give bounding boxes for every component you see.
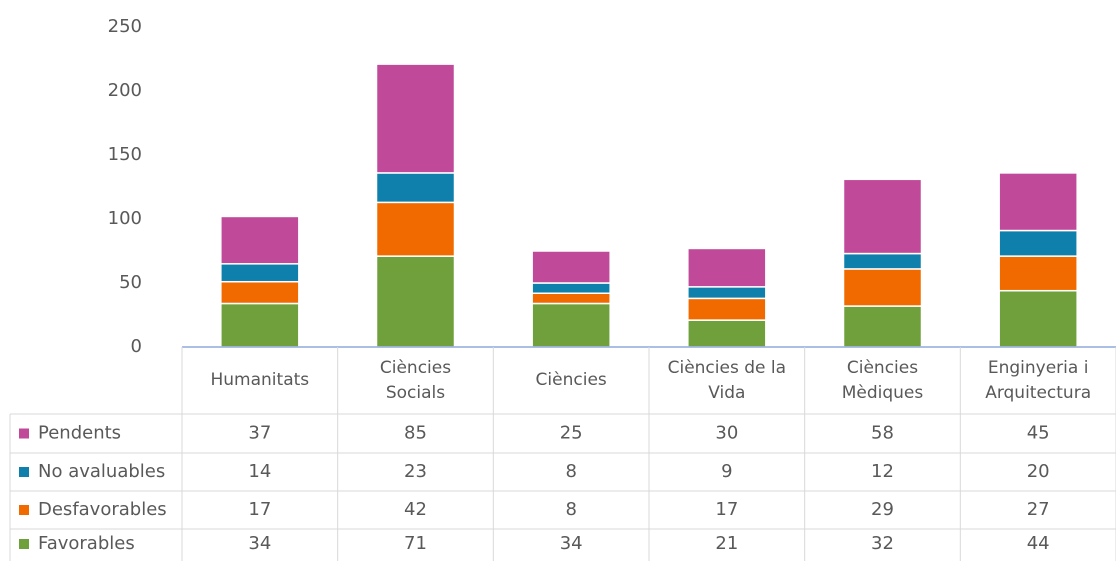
table-value: 14 — [248, 461, 271, 482]
legend-label: No avaluables — [38, 461, 165, 482]
bar-segment — [998, 289, 1078, 348]
legend-key — [19, 539, 29, 549]
bar-segment — [375, 201, 456, 257]
legend-key — [19, 428, 29, 439]
bar-segment — [687, 319, 767, 348]
bar-segment — [531, 292, 611, 305]
table-value: 44 — [1027, 533, 1050, 554]
table-value: 58 — [871, 423, 894, 444]
table-value: 12 — [871, 461, 894, 482]
x-tick-label: Ciències — [535, 370, 607, 390]
y-tick-label: 200 — [108, 80, 142, 101]
legend-label: Pendents — [38, 423, 121, 444]
table-value: 8 — [565, 499, 576, 520]
y-tick-label: 250 — [108, 16, 142, 37]
bar-segment — [375, 63, 456, 174]
table-value: 71 — [404, 533, 427, 554]
table-value: 25 — [560, 423, 583, 444]
legend-key — [19, 505, 29, 515]
table-value: 17 — [248, 499, 271, 520]
bar-segment — [531, 250, 611, 284]
y-tick-label: 100 — [108, 208, 142, 229]
y-tick-label: 0 — [131, 336, 142, 357]
table-value: 85 — [404, 423, 427, 444]
table-value: 34 — [560, 533, 583, 554]
bar-segment — [687, 247, 767, 288]
x-tick-label: Enginyeria i Arquitectura — [985, 357, 1092, 403]
bar-segment — [220, 215, 300, 265]
table-value: 32 — [871, 533, 894, 554]
legend-label: Favorables — [38, 533, 135, 554]
bar-segment — [842, 268, 923, 307]
table-value: 27 — [1027, 499, 1050, 520]
bar-segment — [842, 178, 923, 255]
bar-segment — [998, 172, 1078, 232]
bar-segment — [998, 229, 1078, 257]
bar-segment — [842, 305, 923, 348]
bar-segment — [531, 302, 611, 348]
table-value: 8 — [565, 461, 576, 482]
bar-segment — [220, 280, 300, 305]
table-value: 34 — [248, 533, 271, 554]
table-value: 45 — [1027, 423, 1050, 444]
x-tick-label: Ciències Mèdiques — [841, 357, 924, 403]
x-tick-label: Humanitats — [210, 370, 310, 390]
bar-segment — [687, 286, 767, 300]
table-value: 42 — [404, 499, 427, 520]
bar-segment — [531, 282, 611, 294]
table-value: 17 — [715, 499, 738, 520]
bar-segment — [220, 302, 300, 348]
table-value: 21 — [715, 533, 738, 554]
legend-label: Desfavorables — [38, 499, 167, 520]
x-tick-label: Ciències Socials — [379, 357, 452, 403]
y-tick-label: 150 — [108, 144, 142, 165]
table-value: 9 — [721, 461, 732, 482]
bar-segment — [220, 263, 300, 283]
bar-segment — [842, 252, 923, 270]
x-tick-label: Ciències de la Vida — [667, 357, 787, 403]
table-value: 37 — [248, 423, 271, 444]
bar-segment — [375, 255, 456, 348]
bar-segment — [687, 297, 767, 321]
bar-segment — [375, 172, 456, 204]
table-value: 30 — [715, 423, 738, 444]
table-value: 23 — [404, 461, 427, 482]
legend-key — [19, 467, 29, 477]
table-value: 20 — [1027, 461, 1050, 482]
table-value: 29 — [871, 499, 894, 520]
y-tick-label: 50 — [119, 272, 142, 293]
bar-segment — [998, 255, 1078, 292]
